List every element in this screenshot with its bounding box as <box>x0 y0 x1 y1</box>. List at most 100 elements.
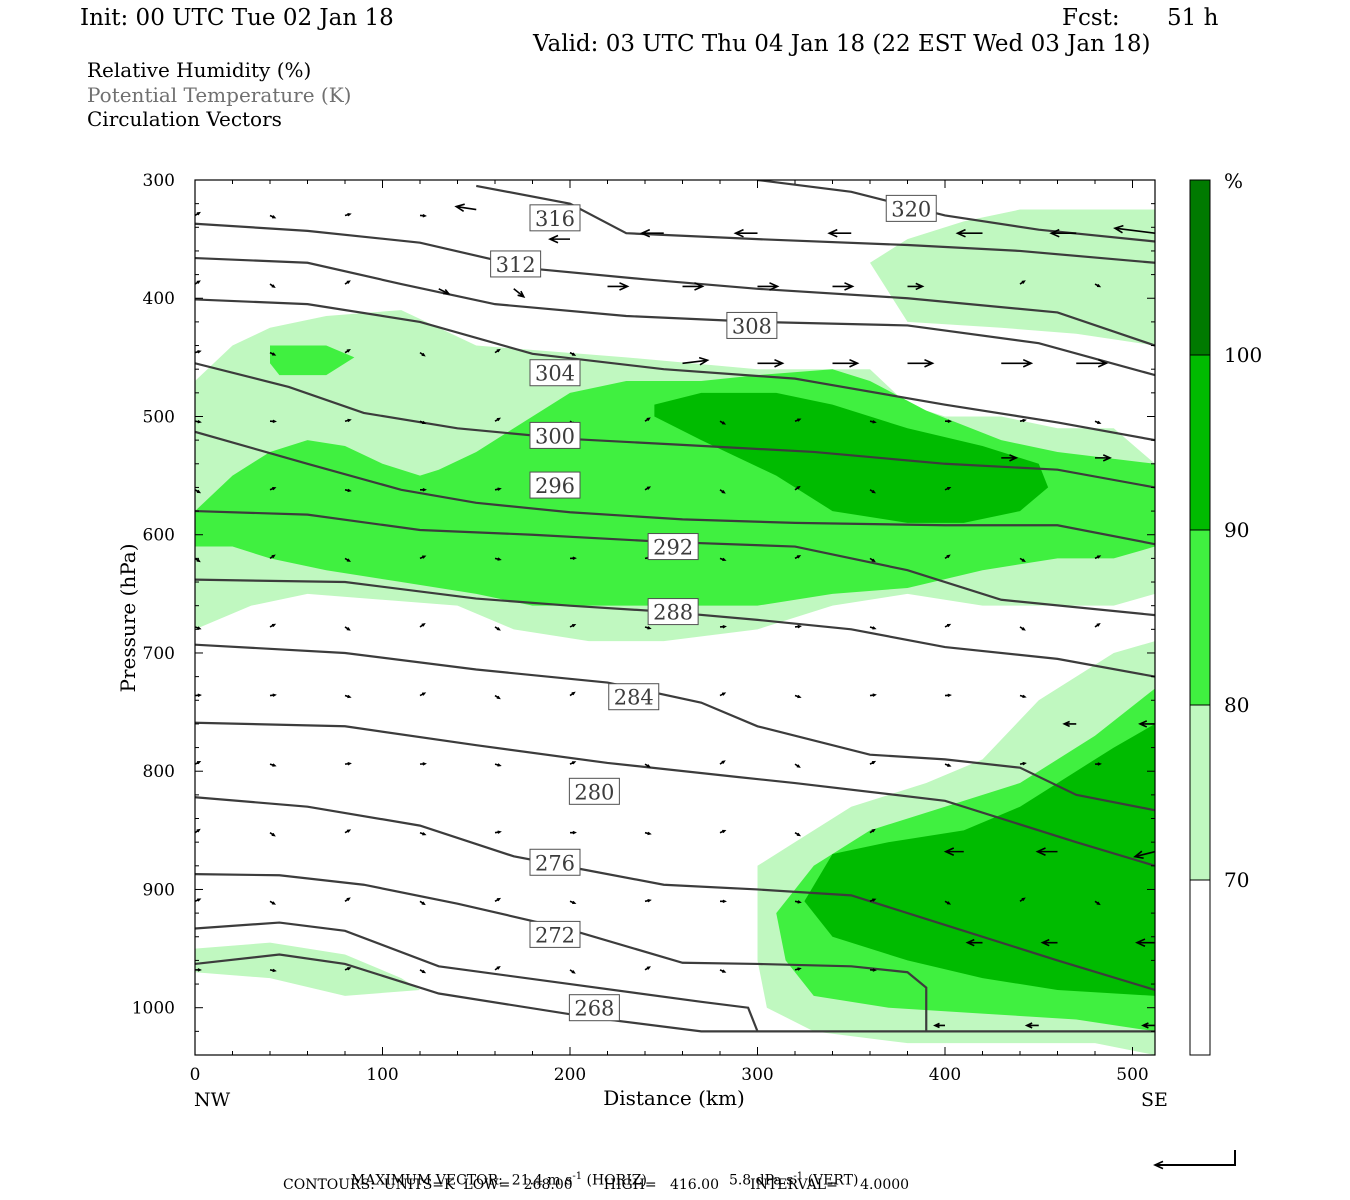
field-relative-humidity: Relative Humidity (%) <box>87 58 312 82</box>
weak-vector <box>195 626 202 630</box>
isentrope-label: 300 <box>535 424 575 448</box>
max-vector-vert: 5.8 dPa s <box>728 1172 794 1189</box>
weak-vector <box>794 900 802 904</box>
weak-vector <box>1019 897 1026 902</box>
weak-vector <box>794 763 801 768</box>
circulation-vector <box>548 234 570 244</box>
circulation-vector <box>1035 847 1058 856</box>
weak-vector <box>569 969 576 974</box>
x-tick-label: 100 <box>366 1065 398 1085</box>
weak-vector <box>269 419 277 424</box>
weak-vector <box>719 692 727 697</box>
isentrope-label: 272 <box>535 923 575 947</box>
weak-vector <box>269 900 277 905</box>
x-tick-label: 200 <box>554 1065 586 1085</box>
reference-vector <box>1153 1150 1236 1170</box>
weak-vector <box>1094 283 1102 288</box>
weak-vector <box>195 489 202 494</box>
max-vector-horiz: MAXIMUM VECTOR: 21.4 m s <box>350 1172 573 1189</box>
circulation-vector <box>943 847 964 856</box>
weak-vector <box>794 485 801 491</box>
weak-vector <box>1019 761 1027 766</box>
vector-layer <box>195 203 1155 1029</box>
weak-vector <box>344 488 352 493</box>
colorbar-level-label: 100 <box>1224 343 1262 367</box>
rh-fill-layer <box>195 209 1155 1055</box>
isentrope-label-box <box>529 204 581 232</box>
weak-vector <box>644 966 651 971</box>
circulation-vector <box>1049 228 1077 238</box>
weak-vector <box>644 831 652 836</box>
y-tick-label: 800 <box>143 762 175 782</box>
isentrope-label: 296 <box>535 474 575 498</box>
isentrope-label-box <box>568 994 620 1022</box>
isentrope-label: 288 <box>653 601 693 625</box>
y-tick-label: 600 <box>143 526 175 546</box>
weak-vector <box>344 348 351 354</box>
valid-time: Valid: 03 UTC Thu 04 Jan 18 (22 EST Wed … <box>533 31 1151 57</box>
isentrope-label-box <box>726 311 778 339</box>
weak-vector <box>944 900 952 905</box>
weak-vector <box>569 830 577 835</box>
weak-vector <box>869 898 877 903</box>
isentrope-label: 320 <box>891 197 931 221</box>
weak-vector <box>269 351 277 356</box>
colorbar-unit: % <box>1224 169 1243 193</box>
field-circulation-vectors: Circulation Vectors <box>87 107 282 131</box>
weak-vector <box>944 623 952 628</box>
circulation-vector <box>454 203 477 212</box>
weak-vector <box>869 968 877 972</box>
circulation-vector <box>1133 850 1155 859</box>
weak-vector <box>569 900 577 905</box>
weak-vector <box>344 967 352 971</box>
forecast-hour: 51 h <box>1167 5 1219 31</box>
weak-vector <box>1094 623 1101 628</box>
weak-vector <box>419 213 427 218</box>
colorbar-segment <box>1189 529 1211 706</box>
rh-region-70 <box>195 942 420 996</box>
max-vector-line: MAXIMUM VECTOR: 21.4 m s-1 (HORIZ) 5.8 dP… <box>342 1158 859 1189</box>
circulation-vector <box>1040 938 1058 947</box>
colorbar: 100 90 80 70 <box>1189 179 1262 1056</box>
y-tick-label: 500 <box>143 407 175 427</box>
isentrope-label: 292 <box>653 536 693 560</box>
weak-vector <box>195 898 202 903</box>
weak-vector <box>719 489 726 494</box>
unit-exponent: -1 <box>793 1171 804 1182</box>
weak-vector <box>419 420 427 425</box>
isentrope-label-box <box>608 683 660 711</box>
weak-vector <box>794 832 801 837</box>
isentrope-288 <box>195 643 1155 812</box>
weak-vector <box>569 691 576 697</box>
weak-vector <box>269 487 277 491</box>
isentrope-label-box <box>529 848 581 876</box>
y-tick-label: 300 <box>143 171 175 191</box>
reference-vector-arrow <box>1153 1160 1235 1170</box>
isentrope-label-box <box>885 194 937 222</box>
circulation-vector <box>933 1022 945 1029</box>
isentrope-label: 308 <box>732 314 772 338</box>
circulation-vector <box>832 358 860 368</box>
isentrope-292 <box>195 578 1155 678</box>
weak-vector <box>195 350 202 354</box>
weak-vector <box>494 626 501 631</box>
x-tick-label: 400 <box>929 1065 961 1085</box>
weak-vector <box>494 487 502 491</box>
weak-vector <box>1019 694 1027 699</box>
plot-frame <box>194 179 1156 1056</box>
rh-region-90 <box>654 392 1049 523</box>
circulation-vector <box>907 358 935 368</box>
weak-vector <box>569 761 577 765</box>
weak-vector <box>494 763 502 767</box>
weak-vector <box>719 969 727 973</box>
isentrope-320 <box>476 184 1155 264</box>
weak-vector <box>569 556 577 560</box>
circulation-vector <box>965 938 983 947</box>
circulation-vector <box>1113 224 1155 235</box>
weak-vector <box>1094 420 1102 424</box>
y-tick-label: 900 <box>143 880 175 900</box>
weak-vector <box>195 968 202 972</box>
circulation-vector <box>438 288 451 295</box>
isentrope-label: 280 <box>574 780 614 804</box>
